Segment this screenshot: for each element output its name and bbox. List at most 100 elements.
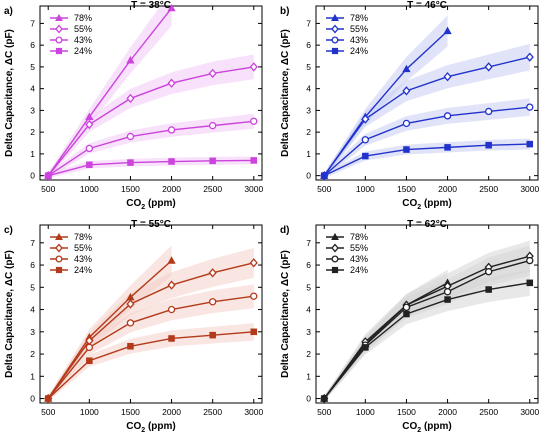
- data-point-24%: [250, 157, 258, 164]
- x-tick-label: 2000: [438, 184, 457, 194]
- data-point-24%: [320, 395, 328, 402]
- series-line-55%: [323, 255, 530, 399]
- error-band-24%: [324, 269, 530, 402]
- y-tick-label: 4: [30, 84, 35, 94]
- data-point-24%: [403, 310, 410, 318]
- panel-label: d): [280, 225, 289, 236]
- data-point-55%: [249, 62, 258, 72]
- data-point-24%: [362, 344, 369, 351]
- data-point-43%: [250, 117, 258, 125]
- y-tick-label: 7: [306, 18, 311, 28]
- data-point-24%: [127, 342, 134, 350]
- series-line-43%: [323, 106, 530, 177]
- x-axis-label: CO2 (ppm): [402, 198, 451, 211]
- x-tick-label: 1000: [356, 184, 375, 194]
- chart-panel-4: 500 1000 1500 2000 2500 3000 0 1 2 3 4 5 6 7 d) T = 62°…: [280, 219, 539, 432]
- data-point-43%: [85, 343, 94, 352]
- x-tick-label: 3000: [520, 407, 539, 417]
- data-point-43%: [208, 298, 217, 306]
- data-point-55%: [208, 68, 217, 79]
- plot-frame: [315, 5, 539, 181]
- data-point-24%: [485, 141, 492, 149]
- data-point-24%: [444, 296, 451, 303]
- data-point-43%: [402, 119, 411, 128]
- y-tick-label: 7: [30, 238, 35, 248]
- y-tick-label: 3: [30, 105, 35, 115]
- data-point-24%: [86, 161, 93, 169]
- x-axis-label: CO2 (ppm): [402, 421, 451, 432]
- series-line-24%: [47, 331, 254, 400]
- error-band-24%: [48, 156, 254, 179]
- y-tick-label: 0: [306, 394, 311, 404]
- error-bands: [48, 245, 254, 402]
- data-point-24%: [209, 331, 216, 339]
- data-point-24%: [485, 286, 492, 293]
- data-point-43%: [361, 136, 370, 144]
- y-tick-label: 6: [306, 260, 311, 270]
- data-point-43%: [126, 319, 135, 327]
- y-tick-label: 5: [306, 62, 311, 72]
- x-tick-label: 2000: [162, 407, 181, 417]
- data-point-55%: [361, 114, 370, 124]
- legend-marker-55%: [331, 243, 339, 253]
- x-tick-label: 1000: [356, 407, 375, 417]
- error-band-55%: [324, 43, 530, 179]
- legend-marker-78%: [55, 13, 63, 21]
- x-tick-label: 2000: [162, 184, 181, 194]
- series-lines: [323, 30, 530, 177]
- series-lines: [47, 7, 254, 177]
- data-point-43%: [526, 256, 534, 265]
- x-tick-label: 2500: [203, 184, 222, 194]
- x-tick-label: 500: [317, 184, 331, 194]
- y-tick-label: 0: [30, 394, 35, 404]
- chart-panel-2: 500 1000 1500 2000 2500 3000 0 1 2 3 4 5 6 7 b) T = 46°…: [280, 0, 539, 211]
- data-point-24%: [209, 157, 216, 165]
- data-point-43%: [167, 305, 176, 314]
- y-tick-label: 2: [30, 349, 35, 359]
- data-point-55%: [443, 72, 452, 82]
- chart-panel-1: 500 1000 1500 2000 2500 3000 0 1 2 3 4 5 6 7 a) T = 38°…: [4, 0, 263, 211]
- data-point-55%: [208, 268, 217, 278]
- error-band-55%: [48, 54, 254, 179]
- legend-marker-55%: [331, 24, 339, 34]
- data-point-43%: [484, 268, 493, 276]
- legend-label-78%: 78%: [350, 13, 368, 23]
- y-axis-label: Delta Capacitance, ΔC (pF): [4, 250, 15, 378]
- y-tick-label: 0: [306, 171, 311, 181]
- x-axis-label: CO2 (ppm): [126, 198, 175, 211]
- legend-marker-24%: [331, 47, 339, 55]
- y-tick-label: 4: [30, 305, 35, 315]
- data-point-55%: [484, 62, 493, 72]
- legend-marker-78%: [331, 13, 339, 21]
- x-tick-label: 1500: [397, 184, 416, 194]
- legend-marker-24%: [331, 266, 339, 274]
- y-tick-label: 3: [306, 105, 311, 115]
- y-tick-label: 1: [306, 371, 311, 381]
- data-point-78%: [126, 56, 135, 64]
- data-point-55%: [167, 78, 176, 88]
- legend-label-55%: 55%: [350, 243, 368, 253]
- data-point-78%: [167, 256, 176, 264]
- y-tick-label: 3: [30, 327, 35, 337]
- data-point-24%: [444, 144, 451, 151]
- series-line-43%: [47, 120, 254, 177]
- legend-marker-55%: [55, 24, 63, 34]
- y-tick-label: 5: [30, 62, 35, 72]
- x-axis-label: CO2 (ppm): [126, 421, 175, 432]
- error-band-24%: [324, 138, 530, 179]
- data-point-24%: [320, 172, 328, 179]
- data-point-24%: [362, 152, 369, 160]
- legend: 78%55%43%24%: [326, 13, 368, 56]
- x-tick-label: 2000: [438, 407, 457, 417]
- plot-frame: [315, 224, 539, 404]
- y-tick-label: 1: [30, 371, 35, 381]
- data-point-43%: [443, 288, 452, 296]
- data-point-24%: [526, 279, 534, 287]
- series-line-78%: [47, 7, 173, 177]
- data-point-78%: [167, 3, 176, 12]
- x-tick-label: 2500: [479, 184, 498, 194]
- legend-marker-24%: [55, 266, 63, 274]
- panel-label: a): [4, 6, 13, 17]
- chart-title: T = 38°C: [131, 0, 171, 11]
- x-tick-label: 2500: [203, 407, 222, 417]
